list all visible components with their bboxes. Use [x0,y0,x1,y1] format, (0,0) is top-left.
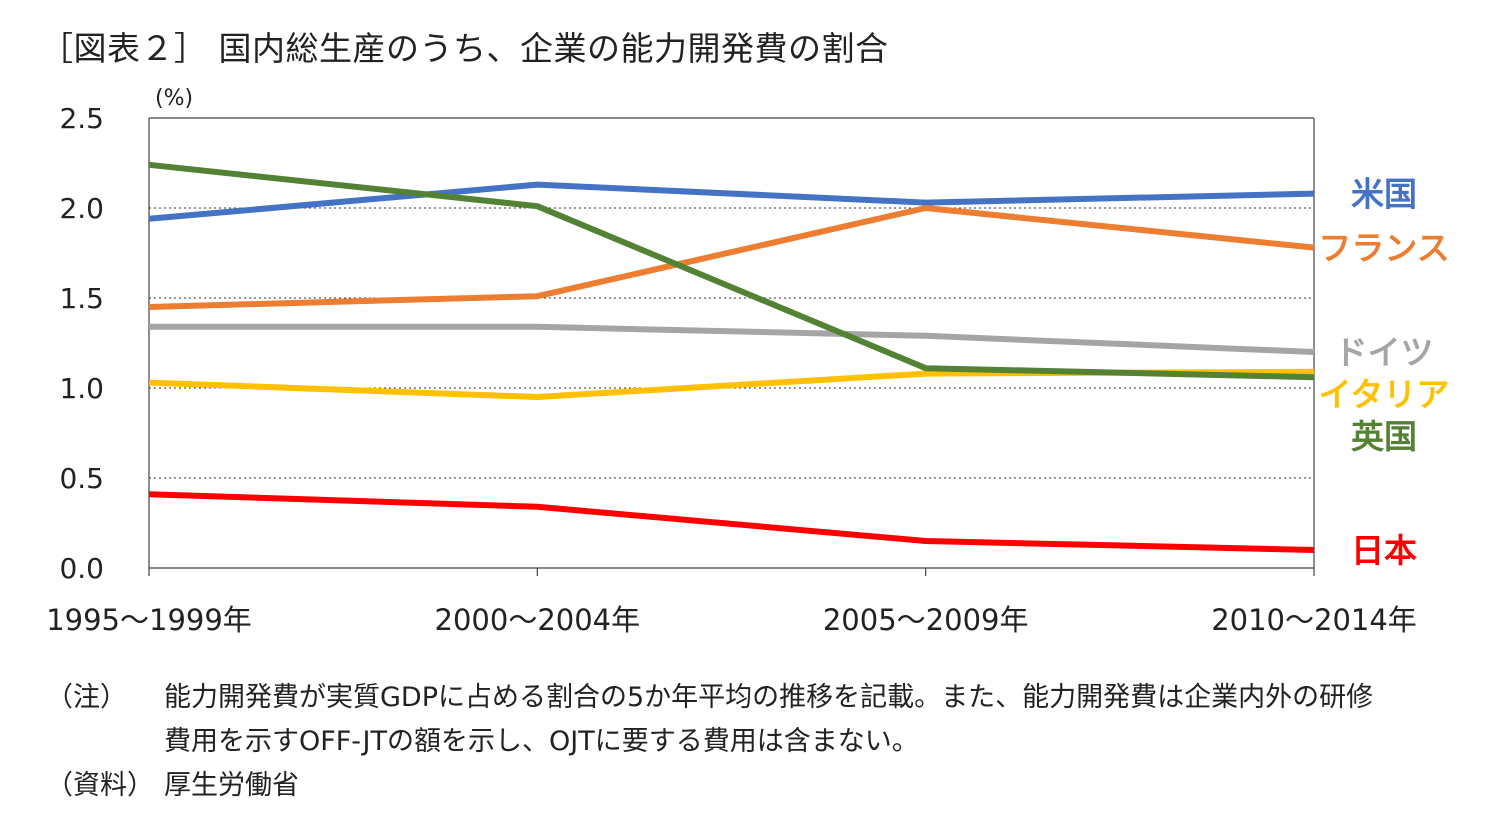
x-tick-label: 2010～2014年 [1211,603,1417,637]
note-text: 能力開発費が実質GDPに占める割合の5か年平均の推移を記載。また、能力開発費は企… [164,682,1374,757]
chart-title: ［図表２］ 国内総生産のうち、企業の能力開発費の割合 [40,29,889,68]
series-label: フランス [1318,229,1449,268]
series-label: ドイツ [1335,333,1434,372]
y-tick-label: 0.0 [59,552,104,585]
tick-labels: 0.0 0.5 1.0 1.5 2.0 2.5 1995～1999年 2000～2004年 20… [46,102,1417,637]
series-line [149,323,1315,355]
notes: （注） 能力開発費が実質GDPに占める割合の5か年平均の推移を記載。また、能力開… [46,676,1394,808]
y-axis-unit: (%) [155,86,193,111]
y-tick-label: 2.5 [59,102,104,135]
y-tick-label: 0.5 [59,462,104,495]
source-row: （資料） 厚生労働省 [46,764,1394,808]
grid [149,207,1314,479]
y-tick-label: 1.0 [59,372,104,405]
series-label: 米国 [1351,175,1417,214]
y-tick-label: 2.0 [59,192,104,225]
source-text: 厚生労働省 [164,770,299,801]
series-line [148,491,1315,553]
series-line [148,205,1315,310]
x-tick-label: 2005～2009年 [823,603,1029,637]
series-label: 日本 [1351,531,1417,570]
series-line [148,181,1315,222]
note-row: （注） 能力開発費が実質GDPに占める割合の5か年平均の推移を記載。また、能力開… [46,676,1394,764]
source-key: （資料） [46,770,154,801]
line-chart: (%) 0.0 0.5 1.0 1.5 2.0 2.5 1995～1999年 2000～200… [46,86,1449,637]
x-tick-label: 2000～2004年 [435,603,641,637]
series-lines [148,161,1315,553]
series-line [148,161,1315,381]
series-label: イタリア [1319,375,1450,414]
axes [148,117,1315,576]
series-label: 英国 [1351,417,1417,456]
note-key: （注） [46,682,127,713]
x-tick-label: 1995～1999年 [46,603,252,637]
y-tick-label: 1.5 [59,282,104,315]
